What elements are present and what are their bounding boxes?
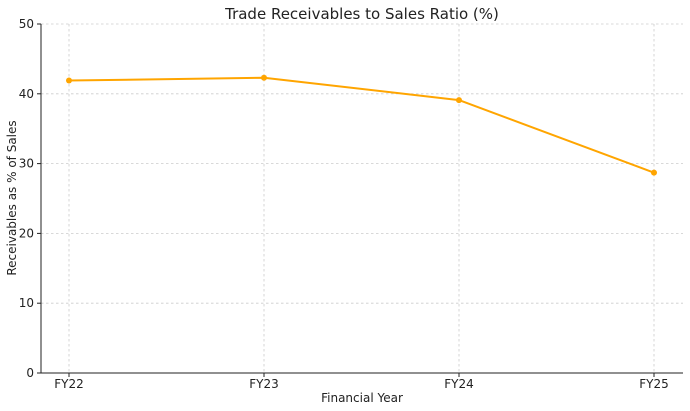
x-tick-label: FY25 [639, 377, 669, 391]
x-ticks: FY22 FY23 FY24 FY25 [54, 373, 669, 391]
x-tick-label: FY24 [444, 377, 474, 391]
y-tick-label: 10 [19, 296, 34, 310]
data-point [651, 169, 657, 176]
y-tick-label: 30 [19, 157, 34, 171]
x-tick-label: FY23 [249, 377, 279, 391]
y-tick-label: 40 [19, 87, 34, 101]
series [66, 74, 657, 176]
data-point [456, 97, 462, 104]
x-tick-label: FY22 [54, 377, 84, 391]
series-line [68, 76, 655, 174]
y-tick-label: 20 [19, 226, 34, 240]
y-ticks: 0 10 20 30 40 50 [19, 17, 41, 380]
x-axis-label: Financial Year [321, 391, 403, 405]
axes [40, 24, 683, 374]
chart-title: Trade Receivables to Sales Ratio (%) [224, 5, 499, 23]
data-point [66, 77, 72, 84]
y-axis-label: Receivables as % of Sales [5, 120, 19, 275]
data-point [261, 74, 267, 81]
grid [41, 23, 683, 374]
y-tick-label: 0 [26, 366, 34, 380]
y-tick-label: 50 [19, 17, 34, 31]
